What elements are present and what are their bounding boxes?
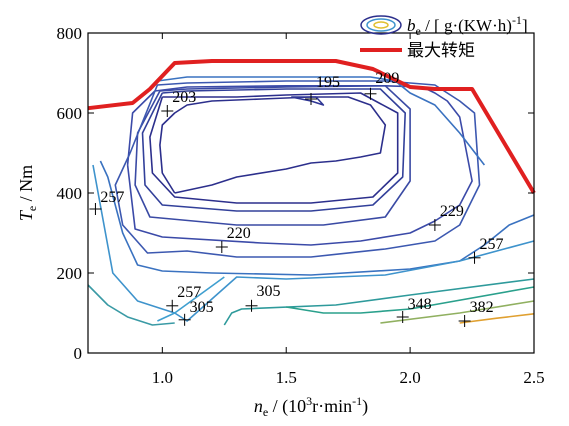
x-axis-title: ne / (103r·min-1) bbox=[254, 394, 368, 419]
legend-contour-label: be / [ g·(KW·h)-1] bbox=[407, 13, 528, 38]
max-torque-layer bbox=[87, 59, 536, 195]
contour-line-11 bbox=[87, 284, 175, 326]
contour-value-label-8: 305 bbox=[190, 299, 214, 316]
contour-line-15 bbox=[459, 313, 535, 324]
contour-line-10 bbox=[157, 276, 225, 322]
contour-line-7 bbox=[99, 160, 535, 276]
y-tick-label-2: 400 bbox=[57, 184, 83, 203]
contour-line-0 bbox=[159, 96, 387, 194]
y-tick-label-3: 600 bbox=[57, 104, 83, 123]
contour-value-label-7: 257 bbox=[177, 284, 201, 301]
x-tick-label-0: 1.0 bbox=[152, 368, 173, 387]
y-tick-label-0: 0 bbox=[74, 344, 83, 363]
contour-line-3 bbox=[141, 88, 407, 212]
legend-contour-swatch-inner bbox=[366, 18, 396, 32]
x-tick-label-1: 1.5 bbox=[276, 368, 297, 387]
contour-line-5 bbox=[126, 85, 473, 246]
contour-line-1 bbox=[291, 96, 325, 106]
contour-line-13 bbox=[286, 286, 535, 314]
contour-value-label-3: 257 bbox=[100, 189, 124, 206]
x-tick-label-2: 2.0 bbox=[399, 368, 420, 387]
contour-line-14 bbox=[380, 300, 535, 324]
axis-ticks: 1.0 1.5 2.0 2.5 0 200 400 600 800 bbox=[57, 24, 545, 387]
contour-line-9 bbox=[92, 164, 535, 322]
legend-contour-swatch bbox=[360, 15, 402, 35]
contour-value-label-11: 382 bbox=[470, 299, 494, 316]
contour-value-label-9: 305 bbox=[256, 283, 280, 300]
legend: be / [ g·(KW·h)-1] 最大转矩 bbox=[360, 13, 528, 60]
legend-max-torque-label: 最大转矩 bbox=[407, 41, 475, 60]
contour-value-label-5: 220 bbox=[227, 225, 251, 242]
contour-value-label-6: 257 bbox=[479, 236, 503, 253]
max-torque-line bbox=[87, 59, 536, 195]
contour-lines bbox=[87, 76, 535, 326]
contour-line-6 bbox=[114, 80, 481, 258]
contour-line-4 bbox=[134, 85, 411, 226]
contour-value-label-2: 203 bbox=[172, 89, 196, 106]
legend-contour-swatch-core bbox=[373, 21, 389, 29]
contour-value-label-1: 209 bbox=[375, 70, 399, 87]
y-tick-label-1: 200 bbox=[57, 264, 83, 283]
contour-value-label-10: 348 bbox=[408, 296, 432, 313]
contour-value-label-4: 229 bbox=[440, 203, 464, 220]
x-tick-label-3: 2.5 bbox=[523, 368, 544, 387]
contour-line-2 bbox=[149, 92, 399, 204]
contour-value-label-0: 195 bbox=[316, 74, 340, 91]
y-tick-label-4: 800 bbox=[57, 24, 83, 43]
y-axis-title: Te / Nm bbox=[16, 165, 39, 221]
